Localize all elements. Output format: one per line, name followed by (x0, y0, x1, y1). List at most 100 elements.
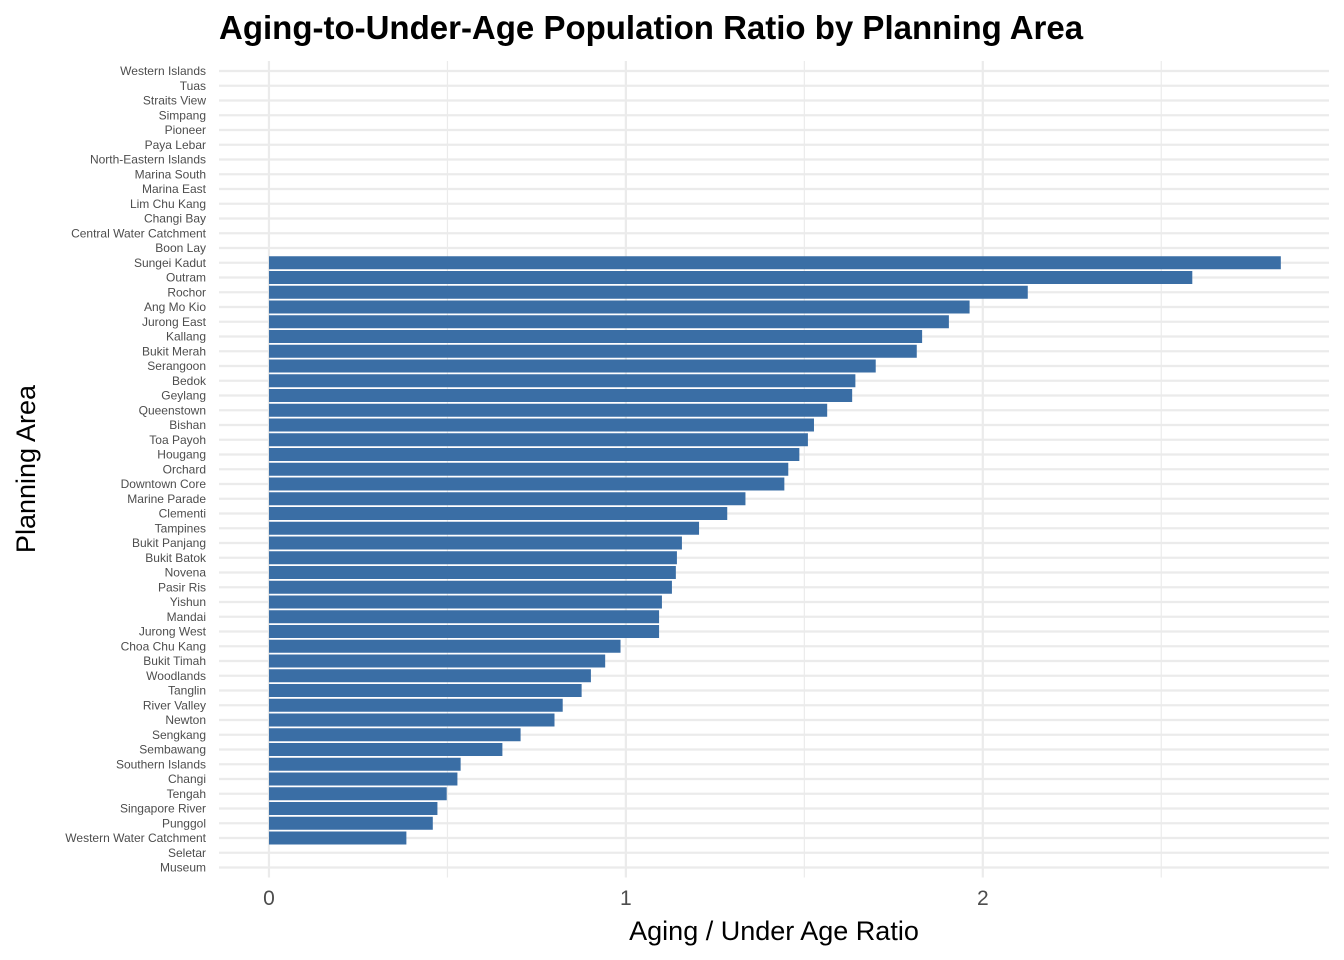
category-label: Mandai (167, 610, 206, 624)
bar (268, 403, 828, 417)
bar (268, 448, 800, 461)
bar (268, 492, 746, 506)
category-label: Serangoon (147, 359, 206, 373)
category-label: Queenstown (139, 403, 206, 417)
chart-title: Aging-to-Under-Age Population Ratio by P… (219, 9, 1084, 46)
bar (268, 418, 814, 432)
category-label: Woodlands (146, 669, 206, 683)
bar (268, 256, 1281, 270)
category-label: Bukit Timah (143, 654, 206, 668)
bar (268, 389, 853, 402)
bar (268, 462, 789, 476)
bar (268, 521, 700, 535)
category-label: Tengah (167, 787, 206, 801)
bar (268, 772, 458, 786)
bar (268, 625, 660, 638)
bar (268, 566, 676, 579)
category-label: Ang Mo Kio (144, 300, 206, 314)
category-label: Lim Chu Kang (130, 197, 206, 211)
category-label: Kallang (166, 330, 206, 344)
category-label: Bedok (172, 374, 207, 388)
category-label: Jurong West (139, 625, 207, 639)
category-label: Central Water Catchment (71, 226, 207, 240)
category-label: Geylang (161, 389, 206, 403)
category-label: Marine Parade (127, 492, 206, 506)
category-label: Newton (165, 713, 206, 727)
bar (268, 816, 433, 830)
category-label: Hougang (157, 448, 206, 462)
category-label: Pioneer (165, 123, 206, 137)
bar (268, 669, 591, 683)
category-label: Bukit Merah (142, 344, 206, 358)
category-label: Tanglin (168, 684, 206, 698)
bar (268, 344, 917, 358)
bar (268, 433, 808, 447)
category-label: Downtown Core (121, 477, 207, 491)
x-tick-label: 0 (263, 887, 275, 910)
category-label: Boon Lay (155, 241, 206, 255)
category-label: Pasir Ris (158, 580, 206, 594)
y-axis-title: Planning Area (11, 384, 41, 553)
bar (268, 285, 1028, 299)
category-label: Outram (166, 271, 206, 285)
bar (268, 580, 672, 594)
category-label: Jurong East (142, 315, 207, 329)
bar (268, 757, 461, 771)
category-label: Changi (168, 772, 206, 786)
category-label: Toa Payoh (149, 433, 206, 447)
bar (268, 507, 728, 520)
bar (268, 787, 447, 801)
bar (268, 684, 582, 697)
category-label: Choa Chu Kang (121, 639, 206, 653)
x-tick-label: 2 (977, 887, 989, 910)
category-label: River Valley (143, 698, 206, 712)
category-label: Tampines (155, 521, 206, 535)
bar (268, 831, 407, 845)
bar (268, 728, 521, 742)
bar (268, 300, 970, 314)
category-label: Sengkang (152, 728, 206, 742)
x-tick-labels: 0 1 2 (263, 887, 989, 910)
category-label: Clementi (159, 507, 206, 521)
bar (268, 477, 785, 491)
category-label: Western Islands (120, 64, 206, 78)
category-label: Singapore River (120, 802, 206, 816)
bar (268, 330, 923, 343)
category-label: Sembawang (139, 743, 206, 757)
category-label: Marina South (135, 167, 206, 181)
category-label: Orchard (163, 462, 206, 476)
category-label: Punggol (162, 816, 206, 830)
category-label: Tuas (180, 79, 206, 93)
bar (268, 595, 662, 609)
category-label: Changi Bay (144, 212, 206, 226)
category-label: Novena (165, 566, 207, 580)
category-label: Seletar (168, 846, 206, 860)
bar (268, 713, 555, 727)
category-label: Southern Islands (116, 757, 206, 771)
category-label: Bukit Batok (145, 551, 207, 565)
bar (268, 551, 677, 565)
bar (268, 374, 856, 388)
category-label: Paya Lebar (145, 138, 206, 152)
category-label: Marina East (142, 182, 207, 196)
category-label: Museum (160, 861, 206, 875)
category-label: Straits View (143, 94, 206, 108)
bar (268, 271, 1193, 284)
bar (268, 359, 876, 373)
category-label: Simpang (159, 108, 206, 122)
bar (268, 639, 621, 653)
category-label: North-Eastern Islands (90, 153, 206, 167)
bar (268, 802, 438, 815)
category-label: Western Water Catchment (65, 831, 206, 845)
category-label: Yishun (170, 595, 206, 609)
category-label: Rochor (167, 285, 206, 299)
bars (268, 256, 1281, 845)
bar (268, 743, 503, 756)
x-axis-title: Aging / Under Age Ratio (629, 916, 919, 946)
category-label: Sungei Kadut (134, 256, 207, 270)
bar (268, 536, 682, 550)
bar (268, 610, 660, 624)
bar (268, 654, 606, 668)
